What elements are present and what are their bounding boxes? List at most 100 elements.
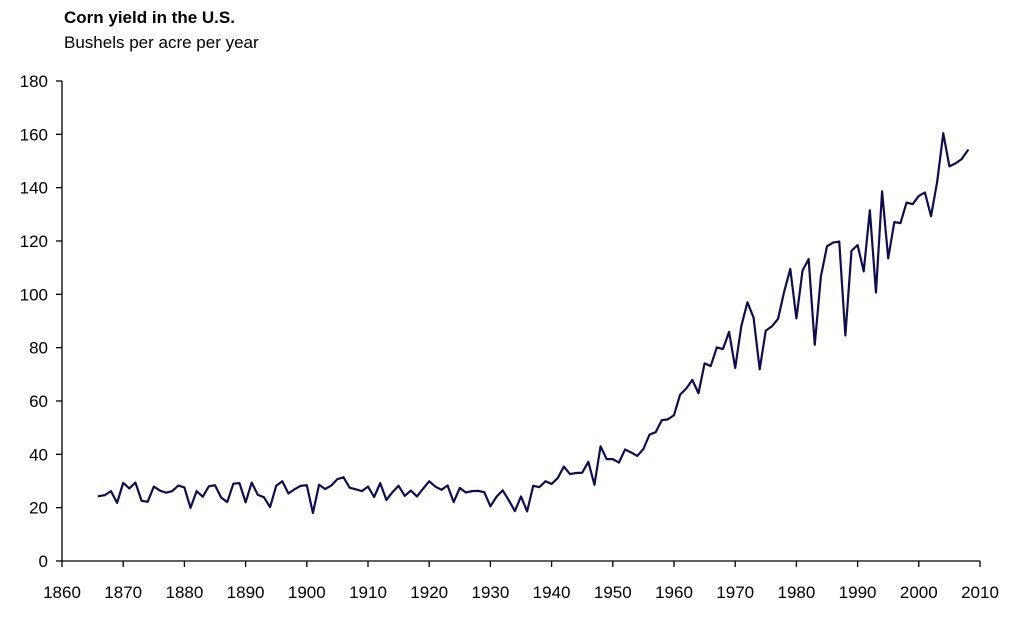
y-tick-label: 180 xyxy=(20,72,48,91)
data-point xyxy=(666,418,669,421)
y-tick-label: 80 xyxy=(29,339,48,358)
data-point xyxy=(403,495,406,497)
data-point xyxy=(103,494,106,497)
data-point xyxy=(569,473,571,475)
y-tick-label: 40 xyxy=(29,445,48,464)
data-point xyxy=(966,149,969,152)
x-tick-label: 1900 xyxy=(288,583,326,602)
x-tick-label: 1880 xyxy=(165,583,203,602)
data-point xyxy=(483,491,486,494)
data-point xyxy=(899,222,902,225)
data-point xyxy=(795,317,798,320)
data-point xyxy=(924,191,926,194)
x-tick-label: 1870 xyxy=(104,583,142,602)
data-point xyxy=(305,484,308,487)
y-tick-label: 20 xyxy=(29,499,48,518)
x-tick-label: 1950 xyxy=(594,583,632,602)
y-tick-label: 160 xyxy=(20,125,48,144)
data-point xyxy=(942,132,945,135)
data-point xyxy=(826,245,828,248)
data-point xyxy=(575,472,577,474)
data-point xyxy=(220,496,223,499)
data-point xyxy=(660,419,663,422)
data-point xyxy=(624,448,626,451)
data-point xyxy=(489,505,492,508)
data-point xyxy=(960,158,963,161)
data-point xyxy=(214,484,216,487)
data-point xyxy=(348,486,351,489)
data-point xyxy=(893,221,896,223)
data-point xyxy=(630,451,633,454)
data-point xyxy=(819,275,822,278)
data-point xyxy=(256,493,259,496)
data-point xyxy=(679,393,682,396)
data-point xyxy=(593,483,596,486)
data-point xyxy=(110,490,112,493)
data-point xyxy=(813,343,816,346)
data-point xyxy=(722,348,724,350)
data-point xyxy=(618,461,620,464)
data-point xyxy=(189,507,192,509)
data-point xyxy=(122,481,125,484)
data-point xyxy=(446,484,449,487)
data-point xyxy=(428,480,431,483)
data-point xyxy=(777,317,779,320)
data-point xyxy=(495,495,498,498)
data-point xyxy=(611,458,614,461)
data-point xyxy=(391,491,394,494)
data-point xyxy=(324,488,327,490)
data-point xyxy=(477,489,480,492)
data-point xyxy=(605,458,608,461)
data-point xyxy=(936,180,939,183)
data-point xyxy=(244,501,247,504)
data-point xyxy=(734,367,737,369)
data-point xyxy=(422,487,424,490)
data-point xyxy=(465,491,467,494)
chart-title: Corn yield in the U.S. xyxy=(64,8,235,27)
x-tick-label: 1960 xyxy=(655,583,693,602)
data-point xyxy=(556,477,559,479)
data-point xyxy=(134,481,137,484)
y-tick-label: 100 xyxy=(20,285,48,304)
x-tick-label: 2000 xyxy=(900,583,938,602)
data-point xyxy=(379,482,382,485)
data-point xyxy=(416,495,418,498)
data-point xyxy=(159,489,161,492)
data-point xyxy=(599,445,602,448)
data-point xyxy=(299,484,302,487)
data-point xyxy=(263,496,265,499)
data-point xyxy=(948,165,951,168)
data-point xyxy=(911,203,914,206)
data-point xyxy=(856,244,859,246)
data-point xyxy=(354,488,357,491)
data-point xyxy=(875,291,877,294)
data-point xyxy=(116,501,118,504)
data-point xyxy=(868,209,871,212)
axes-group xyxy=(56,80,981,567)
data-point xyxy=(581,471,584,474)
data-point xyxy=(673,414,675,417)
data-point xyxy=(538,486,541,489)
data-point xyxy=(201,495,204,498)
data-point xyxy=(513,510,516,513)
data-point xyxy=(844,334,847,337)
data-point xyxy=(685,387,688,390)
x-tick-label: 1970 xyxy=(716,583,754,602)
data-point xyxy=(562,465,565,468)
data-point xyxy=(691,379,694,381)
data-point xyxy=(905,201,908,204)
data-point xyxy=(636,455,639,457)
data-point xyxy=(458,487,461,489)
data-point xyxy=(507,499,510,502)
data-point xyxy=(226,501,229,503)
data-point xyxy=(881,190,883,193)
data-point xyxy=(128,487,131,490)
data-point xyxy=(360,490,363,493)
data-point xyxy=(367,485,369,488)
data-point xyxy=(648,433,651,436)
data-point xyxy=(434,485,437,488)
data-point xyxy=(140,499,143,502)
data-point xyxy=(703,362,706,365)
data-point xyxy=(532,484,535,487)
tick-labels-group: 0 20 40 60 80 100 120 140 160 180 1860 1870 1880 1890… xyxy=(20,72,999,602)
